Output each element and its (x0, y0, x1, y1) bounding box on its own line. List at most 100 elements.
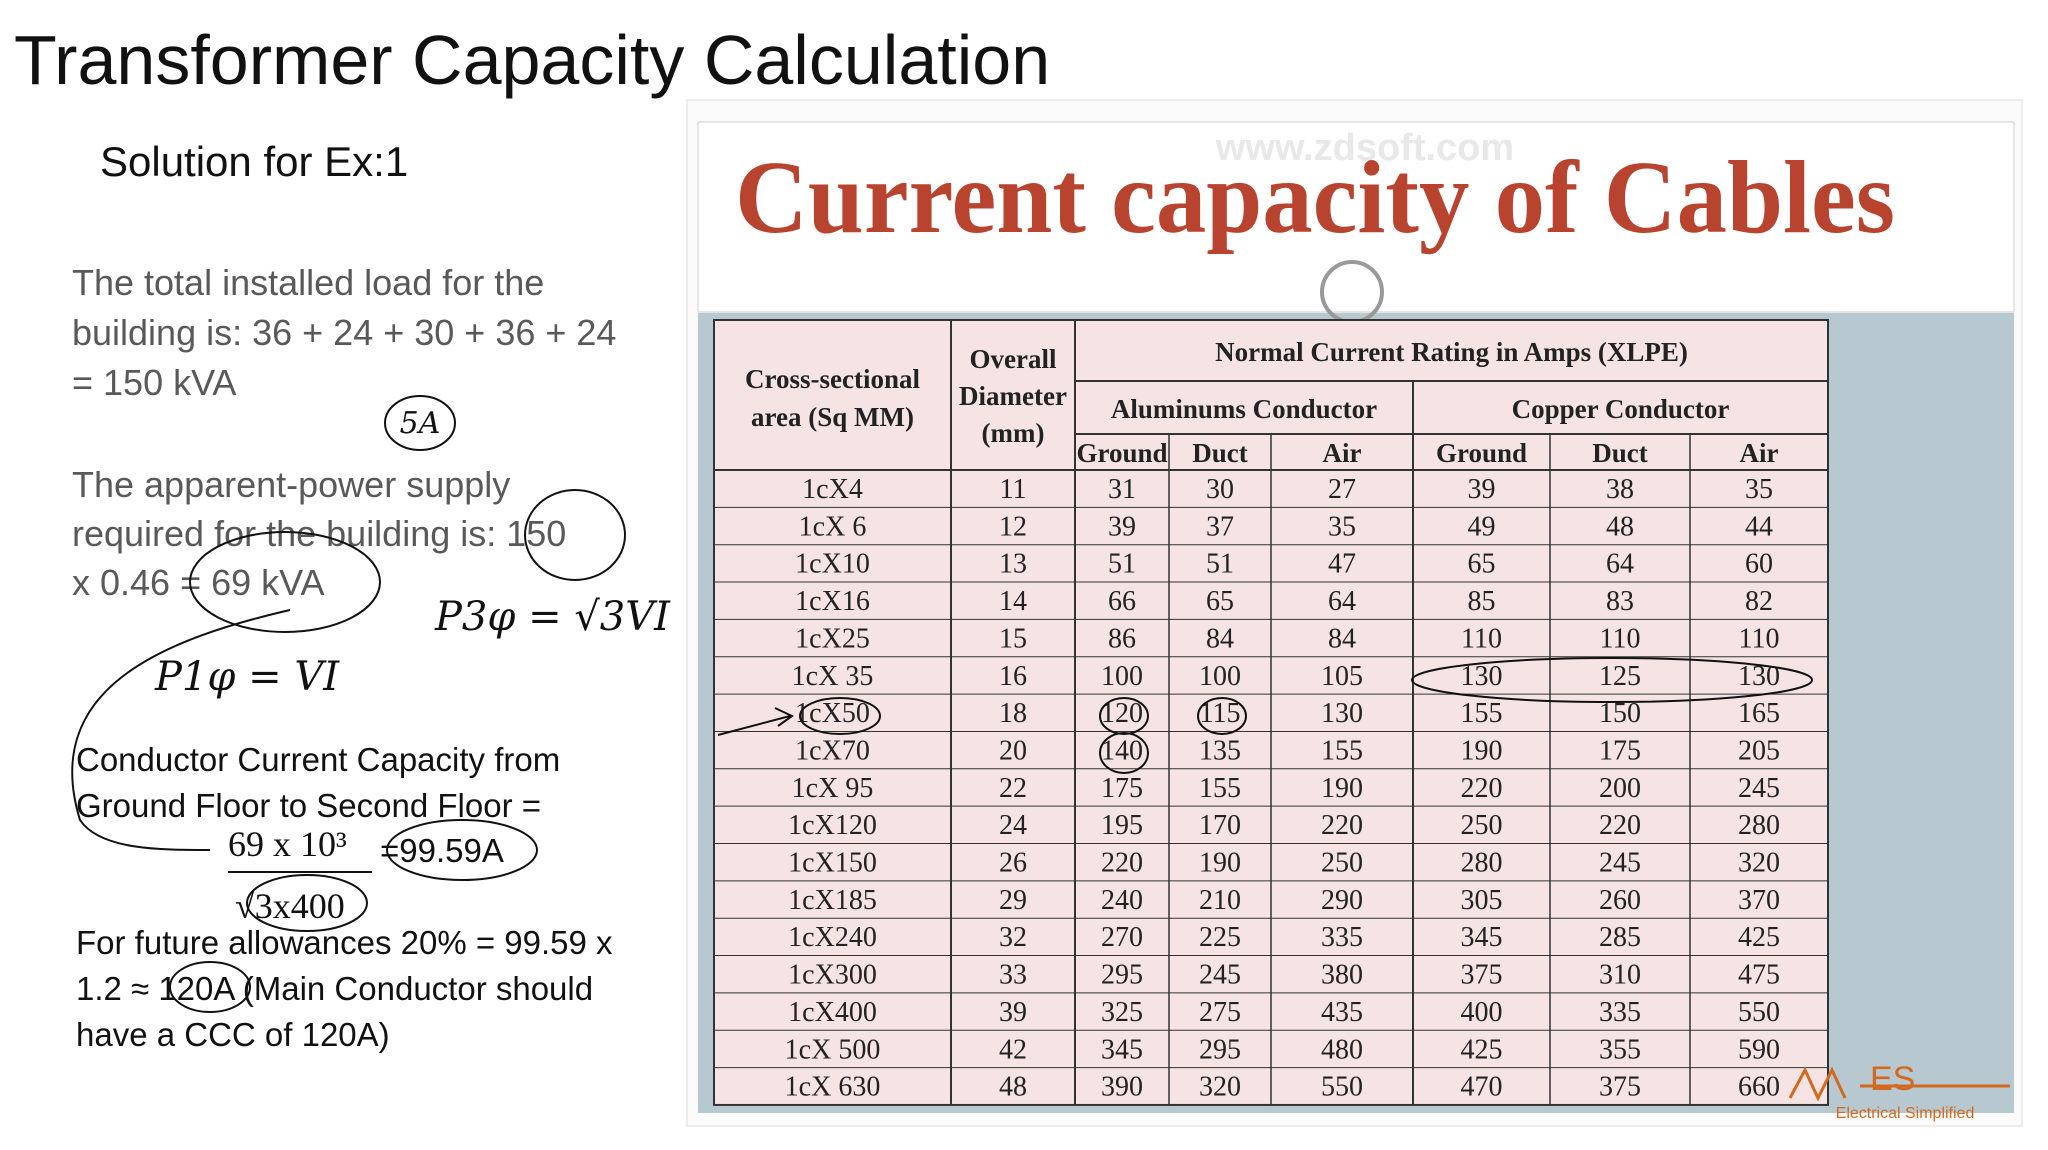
text-line: have a CCC of 120A) (76, 1016, 390, 1053)
table-cell: 26 (999, 848, 1027, 879)
annotation: P3φ = √3VI (434, 594, 671, 640)
table-cell: 240 (1101, 885, 1143, 916)
table-cell: 1cX 35 (792, 661, 874, 692)
table-cell: 100 (1199, 661, 1241, 692)
logo-caption: Electrical Simplified (1836, 1105, 1975, 1122)
table-cell: 280 (1461, 848, 1503, 879)
table-cell: 82 (1745, 586, 1773, 617)
table-cell: 18 (999, 698, 1027, 729)
sub-header: Duct (1592, 438, 1648, 468)
table-cell: 480 (1321, 1034, 1363, 1065)
table-cell: 1cX300 (788, 960, 877, 991)
text-line: x 0.46 = 69 kVA (72, 562, 325, 603)
table-cell: 190 (1461, 735, 1503, 766)
table-cell: 590 (1738, 1034, 1780, 1065)
column-header: Overall (970, 344, 1057, 374)
table-cell: 220 (1599, 810, 1641, 841)
table-cell: 48 (1606, 511, 1634, 542)
table-cell: 280 (1738, 810, 1780, 841)
table-cell: 16 (999, 661, 1027, 692)
table-cell: 29 (999, 885, 1027, 916)
column-header: Cross-sectional (745, 364, 920, 394)
annotation: 5A (400, 406, 441, 441)
text-line: Ground Floor to Second Floor = (76, 787, 541, 824)
table-cell: 22 (999, 773, 1027, 804)
table-cell: 42 (999, 1034, 1027, 1065)
table-cell: 51 (1206, 549, 1234, 580)
table-cell: 1cX10 (795, 549, 870, 580)
table-cell: 220 (1461, 773, 1503, 804)
table-cell: 83 (1606, 586, 1634, 617)
table-cell: 355 (1599, 1034, 1641, 1065)
column-header: area (Sq MM) (751, 402, 914, 432)
table-cell: 38 (1606, 474, 1634, 505)
table-cell: 130 (1321, 698, 1363, 729)
table-cell: 86 (1108, 623, 1136, 654)
table-cell: 435 (1321, 997, 1363, 1028)
table-cell: 110 (1739, 623, 1780, 654)
ink-circle (386, 819, 538, 881)
table-cell: 27 (1328, 474, 1356, 505)
table-cell: 155 (1461, 698, 1503, 729)
table-cell: 320 (1738, 848, 1780, 879)
table-cell: 1cX16 (795, 586, 870, 617)
table-cell: 64 (1328, 586, 1356, 617)
table-cell: 1cX70 (795, 735, 870, 766)
table-cell: 1cX 95 (792, 773, 874, 804)
table-cell: 14 (999, 586, 1027, 617)
table-cell: 190 (1321, 773, 1363, 804)
ink-circle (524, 489, 626, 581)
table-cell: 35 (1328, 511, 1356, 542)
subgroup-header: Aluminums Conductor (1111, 394, 1377, 424)
table-cell: 110 (1600, 623, 1641, 654)
table-cell: 48 (999, 1072, 1027, 1103)
text-line: The apparent-power supply (72, 464, 510, 505)
text-line: = 150 kVA (72, 362, 236, 403)
table-cell: 85 (1468, 586, 1496, 617)
table-cell: 30 (1206, 474, 1234, 505)
subtitle: Solution for Ex:1 (100, 138, 408, 185)
table-cell: 325 (1101, 997, 1143, 1028)
table-cell: 305 (1461, 885, 1503, 916)
table-cell: 1cX400 (788, 997, 877, 1028)
ink-circle (1411, 657, 1813, 703)
table-cell: 47 (1328, 549, 1356, 580)
table-cell: 1cX150 (788, 848, 877, 879)
table-cell: 220 (1101, 848, 1143, 879)
table-cell: 44 (1745, 511, 1773, 542)
ink-circle (1197, 697, 1247, 735)
table-cell: 39 (999, 997, 1027, 1028)
sub-header: Ground (1436, 438, 1527, 468)
table-cell: 660 (1738, 1072, 1780, 1103)
table-cell: 1cX185 (788, 885, 877, 916)
table-cell: 380 (1321, 960, 1363, 991)
table-cell: 24 (999, 810, 1027, 841)
table-cell: 1cX120 (788, 810, 877, 841)
table-cell: 425 (1738, 922, 1780, 953)
table-cell: 105 (1321, 661, 1363, 692)
ink-arrow (717, 707, 794, 736)
table-cell: 1cX 500 (785, 1034, 881, 1065)
table-cell: 64 (1606, 549, 1634, 580)
table-cell: 11 (1000, 474, 1027, 505)
ink-circle (384, 395, 456, 451)
table-cell: 65 (1206, 586, 1234, 617)
table-cell: 39 (1468, 474, 1496, 505)
table-cell: 475 (1738, 960, 1780, 991)
table-cell: 84 (1328, 623, 1356, 654)
logo: ES (1870, 1060, 1915, 1098)
table-cell: 15 (999, 623, 1027, 654)
slide-title: Transformer Capacity Calculation (14, 21, 1050, 99)
sub-header: Ground (1076, 438, 1167, 468)
table-cell: 84 (1206, 623, 1234, 654)
ink-circle (189, 531, 381, 633)
table-cell: 190 (1199, 848, 1241, 879)
table-cell: 195 (1101, 810, 1143, 841)
table-cell: 100 (1101, 661, 1143, 692)
table-cell: 31 (1108, 474, 1136, 505)
formula-result: =99.59A (380, 832, 504, 869)
table-cell: 60 (1745, 549, 1773, 580)
formula-numerator: 69 x 10³ (228, 824, 347, 864)
ink-annotations: 5A P1φ = VI P3φ = √3VI (71, 395, 1813, 1013)
table-cell: 1cX 6 (799, 511, 867, 542)
